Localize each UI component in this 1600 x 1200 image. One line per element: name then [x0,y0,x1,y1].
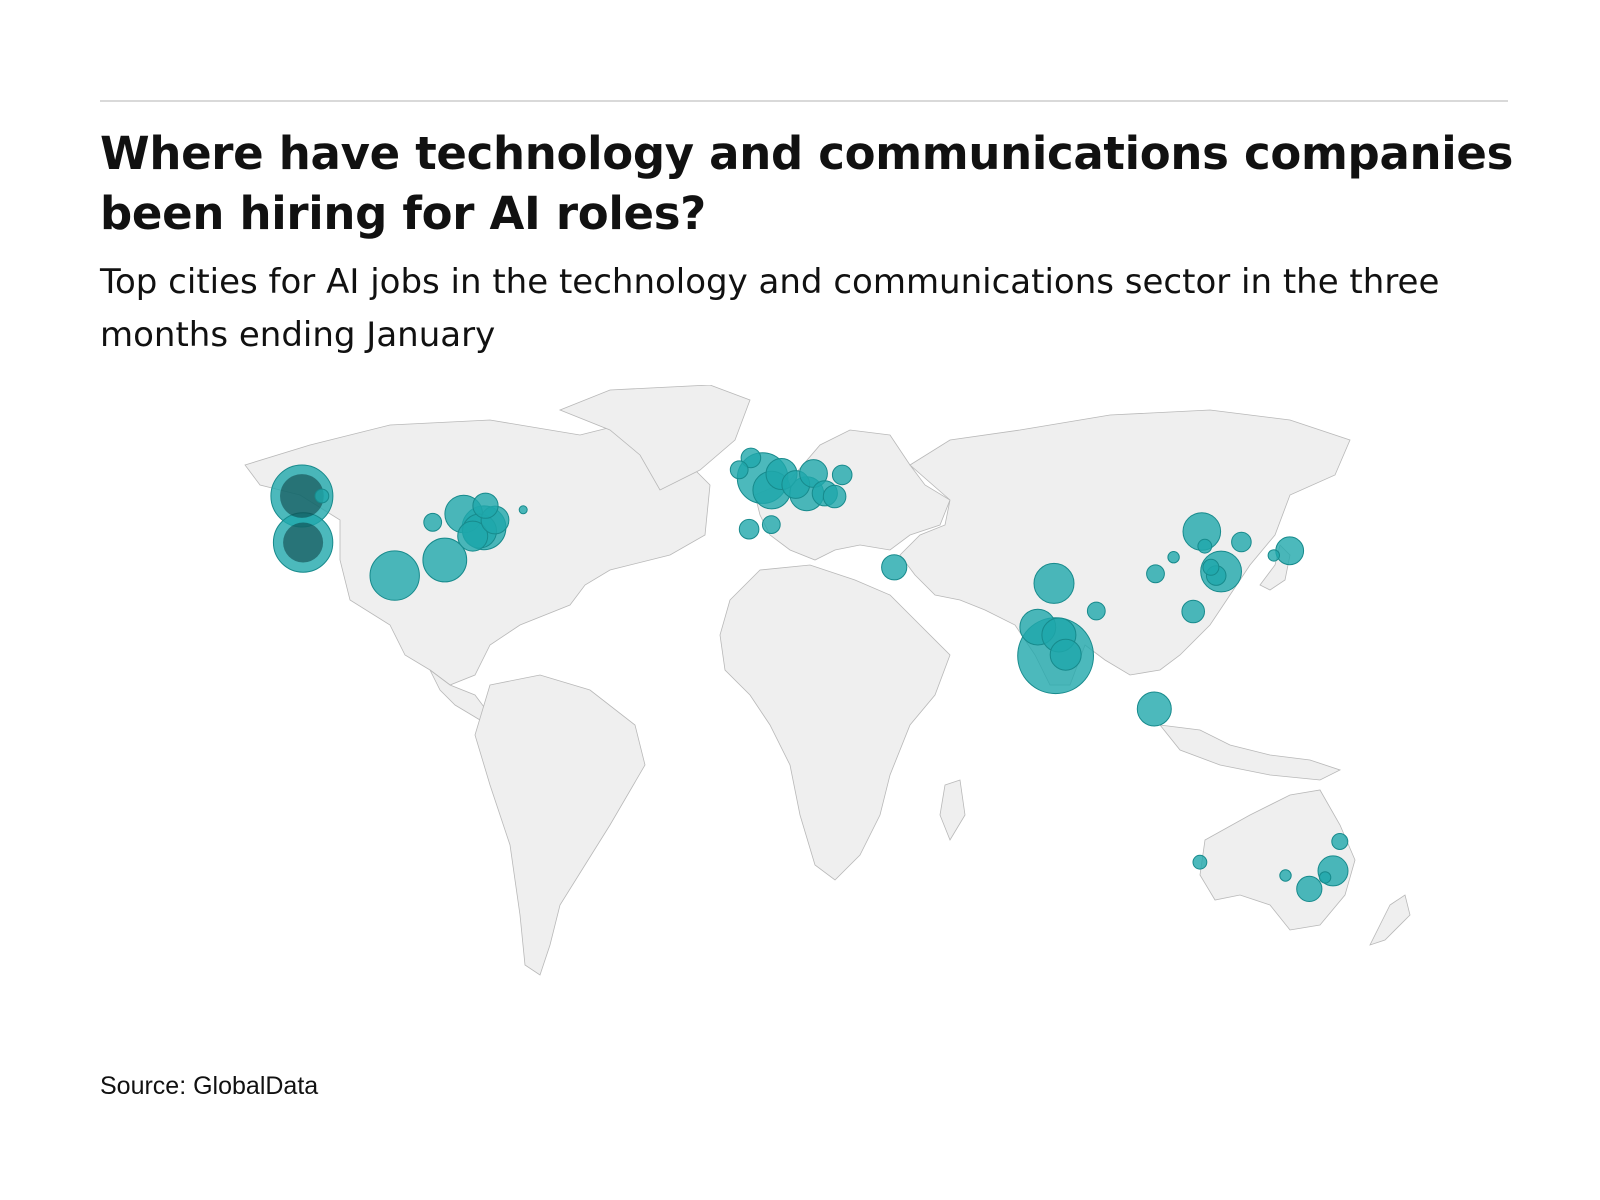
chart-title: Where have technology and communications… [100,127,1514,240]
city-bubble [422,537,468,583]
city-bubble [423,512,443,532]
land-new-zealand [1369,894,1411,946]
city-bubble [1231,531,1252,553]
city-bubble [1136,691,1172,727]
city-bubble [1202,558,1220,576]
city-bubble [457,520,489,552]
city-bubble [1331,833,1349,850]
land-africa [719,564,951,881]
city-bubble [1279,869,1292,882]
city-bubble [881,554,908,581]
city-bubble [1192,854,1208,870]
source-note: Source: GlobalData [100,1072,319,1100]
city-bubble [1167,551,1180,564]
city-bubble [761,515,781,535]
city-bubble [729,460,749,480]
city-bubble [1296,875,1323,902]
city-bubble [280,474,324,518]
city-bubble [472,492,499,519]
land-south-america [474,674,646,976]
land-north-america [244,419,711,686]
land-asia [899,409,1351,686]
city-bubble [1181,599,1206,624]
city-bubble [1318,871,1332,884]
land-europe [754,429,951,561]
bubble-layer [270,447,1349,902]
land-madagascar [939,779,966,841]
city-bubble [518,505,528,515]
land-layer [244,385,1411,976]
land-indonesia [1159,724,1342,781]
city-bubble [283,522,324,563]
city-bubble [1267,549,1281,562]
city-bubble [822,484,847,509]
city-bubble [1197,538,1213,554]
city-bubble [1146,564,1165,584]
city-bubble [738,518,760,540]
city-bubble [1275,536,1305,566]
world-map [244,385,1411,976]
city-bubble [1049,638,1082,671]
city-bubble [369,550,420,601]
land-greenland [558,385,751,491]
top-rule [100,100,1508,102]
city-bubble [1033,562,1075,604]
city-bubble [314,488,330,504]
city-bubble [740,447,762,469]
city-bubble [1086,601,1106,621]
chart-subtitle: Top cities for AI jobs in the technology… [100,262,1440,355]
city-bubble [831,464,853,486]
